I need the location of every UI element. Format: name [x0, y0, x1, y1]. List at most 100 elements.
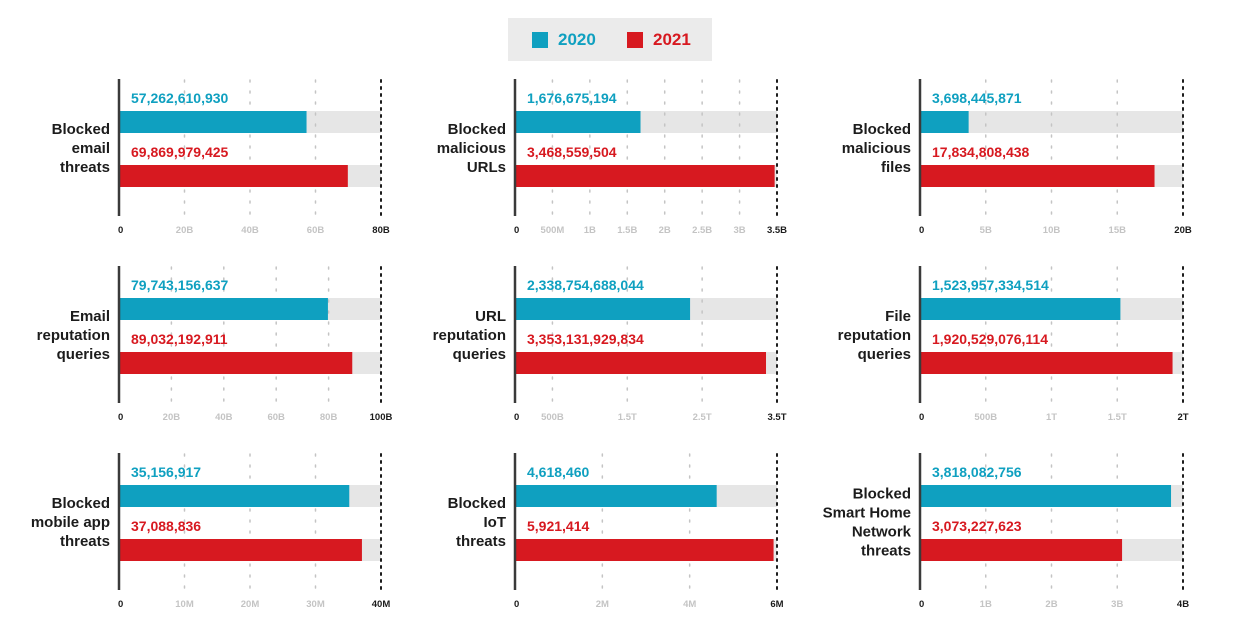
bar-2020 — [515, 298, 691, 320]
chart-panel: 57,262,610,930 69,869,979,425 Blocked email… — [52, 79, 390, 236]
tick-label: 15B — [1109, 225, 1127, 236]
bar-2020 — [119, 111, 307, 133]
tick-label: 2T — [1177, 412, 1188, 423]
tick-label: 30M — [306, 599, 325, 610]
value-label-2020: 2,338,754,688,044 — [527, 277, 644, 293]
tick-label: 20B — [163, 412, 181, 423]
legend-label-2021: 2021 — [653, 30, 691, 49]
tick-label: 60B — [307, 225, 325, 236]
panel-label-line: File — [885, 308, 911, 325]
bar-2020 — [119, 485, 350, 507]
panel-label-line: Blocked — [448, 121, 506, 138]
tick-label: 0 — [118, 412, 123, 423]
tick-label: 1.5T — [618, 412, 637, 423]
tick-label: 2M — [596, 599, 609, 610]
panel-label-line: URLs — [467, 159, 506, 176]
panel-label-line: Network — [852, 524, 912, 541]
tick-label: 0 — [118, 599, 123, 610]
value-label-2020: 1,523,957,334,514 — [932, 277, 1049, 293]
panel-label-line: threats — [60, 533, 110, 550]
chart-panel: 79,743,156,637 89,032,192,911 Email reputat… — [37, 266, 393, 423]
tick-label: 3.5B — [767, 225, 787, 236]
value-label-2021: 5,921,414 — [527, 518, 589, 534]
bar-2021 — [515, 352, 767, 374]
tick-label: 100B — [370, 412, 393, 423]
panel-label-line: reputation — [37, 327, 110, 344]
bar-2021 — [515, 165, 775, 187]
chart-panel: 35,156,917 37,088,836 Blocked mobile app thr… — [31, 453, 391, 610]
panel-label-line: malicious — [437, 140, 506, 157]
tick-label: 0 — [919, 599, 924, 610]
tick-label: 1.5T — [1108, 412, 1127, 423]
tick-label: 0 — [919, 412, 924, 423]
tick-label: 2B — [659, 225, 671, 236]
tick-label: 3B — [733, 225, 745, 236]
tick-label: 0 — [514, 599, 519, 610]
value-label-2021: 89,032,192,911 — [131, 331, 228, 347]
tick-label: 80B — [372, 225, 390, 236]
tick-label: 6M — [770, 599, 783, 610]
tick-label: 20B — [176, 225, 194, 236]
value-label-2021: 69,869,979,425 — [131, 144, 229, 160]
tick-label: 0 — [118, 225, 123, 236]
bar-2021 — [119, 539, 362, 561]
bar-2021 — [515, 539, 774, 561]
panel-label-line: reputation — [838, 327, 911, 344]
bar-2020 — [920, 298, 1121, 320]
panel-label-line: files — [881, 159, 911, 176]
bar-2020 — [119, 298, 328, 320]
tick-label: 1T — [1046, 412, 1057, 423]
value-label-2021: 3,468,559,504 — [527, 144, 617, 160]
value-label-2020: 4,618,460 — [527, 464, 589, 480]
tick-label: 60B — [267, 412, 285, 423]
bar-2021 — [920, 165, 1155, 187]
bar-2020 — [920, 111, 969, 133]
bar-2020 — [920, 485, 1172, 507]
panel-label-line: threats — [60, 159, 110, 176]
tick-label: 3B — [1111, 599, 1123, 610]
bar-2021 — [920, 539, 1123, 561]
value-label-2021: 17,834,808,438 — [932, 144, 1030, 160]
panel-label-line: queries — [453, 346, 506, 363]
chart-panel: 3,818,082,756 3,073,227,623 Blocked Smart H… — [823, 453, 1189, 610]
tick-label: 80B — [320, 412, 338, 423]
chart-panel: 4,618,460 5,921,414 Blocked IoT threats 0 2M 4M… — [448, 453, 784, 610]
value-label-2021: 1,920,529,076,114 — [932, 331, 1048, 347]
tick-label: 0 — [919, 225, 924, 236]
tick-label: 2B — [1045, 599, 1057, 610]
panel-label-line: threats — [861, 543, 911, 560]
chart-panel: 1,676,675,194 3,468,559,504 Blocked malicio… — [437, 79, 787, 236]
panel-label-line: URL — [475, 308, 506, 325]
value-label-2020: 57,262,610,930 — [131, 90, 229, 106]
value-label-2020: 1,676,675,194 — [527, 90, 617, 106]
tick-label: 2.5B — [692, 225, 712, 236]
tick-label: 1B — [980, 599, 992, 610]
tick-label: 40B — [241, 225, 259, 236]
tick-label: 10B — [1043, 225, 1061, 236]
panel-label-line: Blocked — [853, 121, 911, 138]
tick-label: 4B — [1177, 599, 1189, 610]
panel-label-line: Smart Home — [823, 505, 911, 522]
panel-label-line: reputation — [433, 327, 506, 344]
tick-label: 4M — [683, 599, 696, 610]
tick-label: 20B — [1174, 225, 1192, 236]
value-label-2021: 37,088,836 — [131, 518, 201, 534]
chart-panel: 3,698,445,871 17,834,808,438 Blocked malici… — [842, 79, 1192, 236]
tick-label: 1.5B — [617, 225, 637, 236]
bar-2021 — [119, 165, 348, 187]
bar-2020 — [515, 111, 641, 133]
panel-label-line: email — [72, 140, 110, 157]
value-label-2021: 3,073,227,623 — [932, 518, 1022, 534]
panel-label-line: queries — [57, 346, 110, 363]
tick-label: 500M — [541, 225, 565, 236]
legend-swatch-2021 — [627, 32, 643, 48]
bar-2021 — [119, 352, 353, 374]
value-label-2020: 3,698,445,871 — [932, 90, 1022, 106]
value-label-2021: 3,353,131,929,834 — [527, 331, 644, 347]
panel-label-line: Email — [70, 308, 110, 325]
tick-label: 500B — [974, 412, 997, 423]
tick-label: 40M — [372, 599, 391, 610]
tick-label: 500B — [541, 412, 564, 423]
panel-label-line: IoT — [484, 514, 507, 531]
